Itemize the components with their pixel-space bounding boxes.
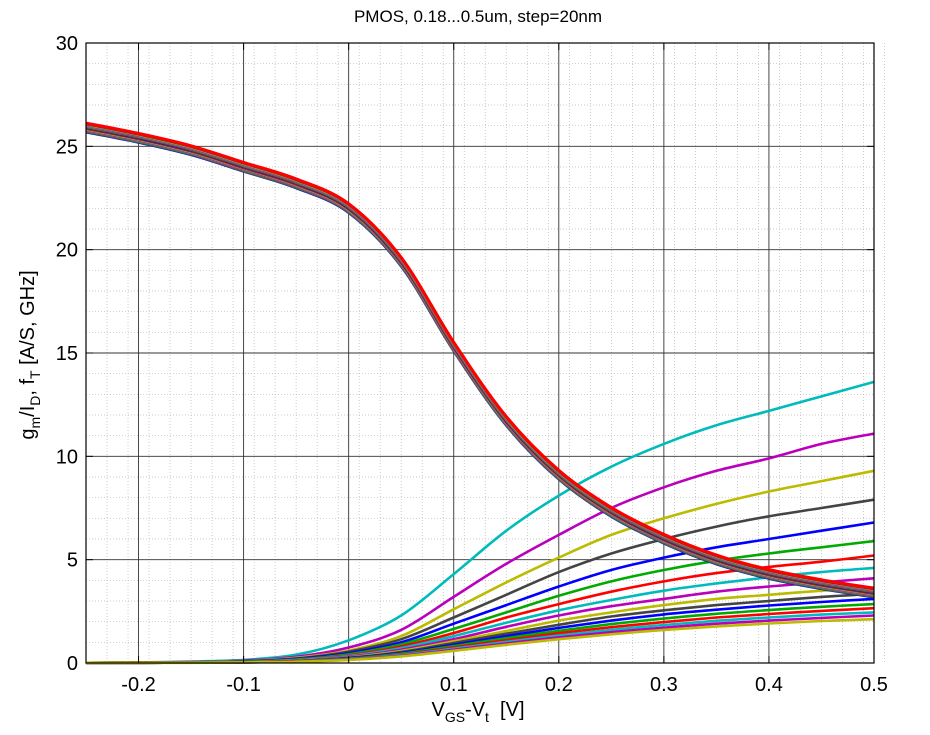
- x-tick-label: -0.1: [226, 674, 260, 696]
- ft-curve: [86, 597, 875, 665]
- gm-id-curve: [85, 124, 875, 593]
- x-tick-label: -0.2: [121, 674, 155, 696]
- x-axis-title-sub-t: t: [485, 709, 489, 725]
- x-axis-title: VGS-Vt [V]: [431, 699, 524, 725]
- y-axis-title-sub-t: T: [27, 370, 43, 379]
- ft-series-group: [85, 380, 875, 665]
- y-tick-label: 15: [56, 343, 78, 365]
- gm-id-curve: [85, 121, 875, 590]
- gm-id-curve: [85, 123, 875, 591]
- gm-id-curve: [85, 131, 875, 599]
- y-tick-label: 0: [67, 653, 78, 675]
- gm-id-curve: [85, 130, 875, 598]
- x-tick-label: 0.2: [545, 674, 573, 696]
- y-tick-label: 5: [67, 550, 78, 572]
- gm-id-curve: [85, 128, 875, 596]
- x-axis-title-unit: [V]: [489, 699, 525, 721]
- gm-id-curve: [85, 130, 875, 598]
- chart-title: PMOS, 0.18...0.5um, step=20nm: [354, 7, 602, 26]
- y-tick-label: 25: [56, 136, 78, 158]
- y-axis-title: gm/ID, fT [A/S, GHz]: [17, 270, 43, 439]
- y-axis-title-over-i: /I: [17, 406, 39, 417]
- y-axis-title-sub-d: D: [27, 396, 43, 406]
- gm-id-curve: [85, 124, 875, 592]
- x-tick-label: 0.3: [650, 674, 678, 696]
- y-axis-title-unit: [A/S, GHz]: [17, 270, 39, 370]
- axis-ticks: [86, 42, 875, 664]
- x-tick-labels: -0.2 -0.1 0 0.1 0.2 0.3 0.4 0.5: [121, 674, 888, 696]
- x-axis-title-sub-gs: GS: [445, 709, 465, 725]
- y-axis-title-f: , f: [17, 378, 39, 395]
- gm-id-curve: [85, 128, 875, 597]
- gm-id-curve: [85, 126, 875, 594]
- gm-id-curve: [85, 126, 875, 594]
- x-tick-label: 0.5: [860, 674, 888, 696]
- gm-id-curve: [85, 125, 875, 593]
- y-tick-label: 10: [56, 446, 78, 468]
- gm-id-series-group: [85, 121, 875, 599]
- y-axis-title-sub-m: m: [27, 417, 43, 429]
- y-tick-label: 20: [56, 240, 78, 262]
- x-tick-label: 0.1: [440, 674, 468, 696]
- gm-id-curve: [85, 129, 875, 597]
- x-tick-label: 0.4: [755, 674, 783, 696]
- y-tick-labels: 0 5 10 15 20 25 30: [56, 33, 78, 675]
- gm-id-curve: [85, 127, 875, 595]
- x-axis-title-minus-v: -V: [465, 699, 486, 721]
- y-axis-title-g: g: [17, 429, 39, 440]
- x-tick-label: 0: [343, 674, 354, 696]
- y-tick-label: 30: [56, 33, 78, 55]
- gm-id-curve: [85, 127, 875, 595]
- x-axis-title-v: V: [431, 699, 445, 721]
